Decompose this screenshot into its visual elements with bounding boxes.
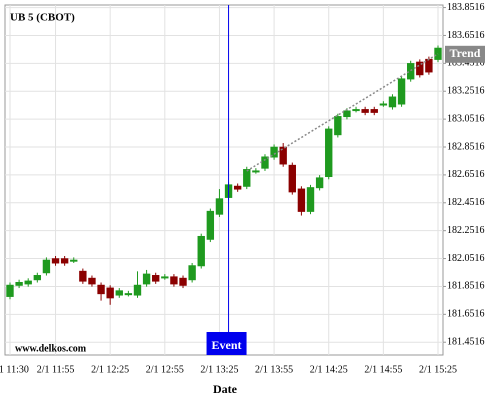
x-tick-label: 2/1 14:25 xyxy=(310,364,348,375)
x-tick-label: 2/1 12:25 xyxy=(91,364,129,375)
candle-body xyxy=(133,284,142,296)
x-tick-label: 2/1 11:30 xyxy=(0,364,29,375)
candle-body xyxy=(170,276,178,285)
candle-body xyxy=(243,169,251,187)
y-tick-label: 183.0516 xyxy=(447,113,485,124)
candle-body xyxy=(152,275,160,282)
y-tick-label: 182.0516 xyxy=(447,253,485,264)
watermark: www.delkos.com xyxy=(15,343,87,354)
candle-body xyxy=(306,187,315,212)
event-box xyxy=(206,332,247,355)
candle-body xyxy=(252,170,260,173)
y-tick-label: 183.4516 xyxy=(447,58,485,69)
x-axis-label: Date xyxy=(213,382,238,396)
candle-body xyxy=(279,146,287,165)
candle-body xyxy=(416,61,424,76)
candle-body xyxy=(106,287,114,299)
candle-body xyxy=(215,198,224,215)
candle-body xyxy=(388,96,397,108)
candle-body xyxy=(188,265,196,281)
candle-body xyxy=(379,103,388,106)
event-label: Event xyxy=(212,338,242,352)
x-tick-label: 2/1 11:55 xyxy=(37,364,75,375)
candle-body xyxy=(270,146,278,158)
x-tick-label: 2/1 15:25 xyxy=(419,364,457,375)
candle-body xyxy=(315,177,324,189)
candle-body xyxy=(142,273,151,285)
y-tick-label: 182.4516 xyxy=(447,197,485,208)
candle-body xyxy=(425,58,433,73)
trend-label-box xyxy=(445,45,485,63)
candle-body xyxy=(233,185,242,190)
y-tick-label: 183.2516 xyxy=(447,86,485,97)
candle-body xyxy=(297,188,306,212)
y-tick-label: 182.2516 xyxy=(447,225,485,236)
candle-body xyxy=(15,281,23,286)
candle-body xyxy=(343,110,351,118)
candle-body xyxy=(79,270,87,282)
y-tick-label: 183.6516 xyxy=(447,30,485,41)
candle-body xyxy=(124,293,133,296)
candle-body xyxy=(397,78,406,105)
candle-body xyxy=(206,210,215,240)
candle-body xyxy=(33,275,42,281)
candle-body xyxy=(352,109,360,112)
candle-body xyxy=(24,280,32,285)
y-tick-label: 182.6516 xyxy=(447,169,485,180)
candle-body xyxy=(161,276,169,279)
x-tick-label: 2/1 13:55 xyxy=(255,364,293,375)
x-tick-label: 2/1 14:55 xyxy=(364,364,402,375)
candle-body xyxy=(334,116,342,136)
x-tick-label: 2/1 12:55 xyxy=(146,364,184,375)
candle-body xyxy=(370,109,378,113)
candle-body xyxy=(115,290,123,296)
candle-body xyxy=(88,277,96,285)
candle-body xyxy=(406,63,415,80)
plot-frame xyxy=(4,4,444,356)
candle-body xyxy=(325,128,333,178)
y-tick-label: 181.4516 xyxy=(447,337,485,348)
y-tick-label: 182.8516 xyxy=(447,141,485,152)
x-tick-label: 2/1 13:25 xyxy=(200,364,238,375)
candle-body xyxy=(197,235,205,267)
candle-body xyxy=(179,277,187,286)
y-tick-label: 181.6516 xyxy=(447,309,485,320)
candle-body xyxy=(6,284,14,297)
trend-label: Trend xyxy=(450,46,481,60)
chart-title: UB 5 (CBOT) xyxy=(10,12,75,24)
candle-body xyxy=(288,164,296,193)
candle-body xyxy=(261,156,269,169)
candle-body xyxy=(361,109,369,113)
trend-line xyxy=(246,53,439,172)
candle-body xyxy=(97,284,105,295)
candle-body xyxy=(51,258,60,264)
candle-body xyxy=(60,258,69,264)
candle-body xyxy=(70,259,78,262)
candle-body xyxy=(42,259,51,274)
y-tick-label: 183.8516 xyxy=(447,2,485,13)
y-tick-label: 181.8516 xyxy=(447,281,485,292)
